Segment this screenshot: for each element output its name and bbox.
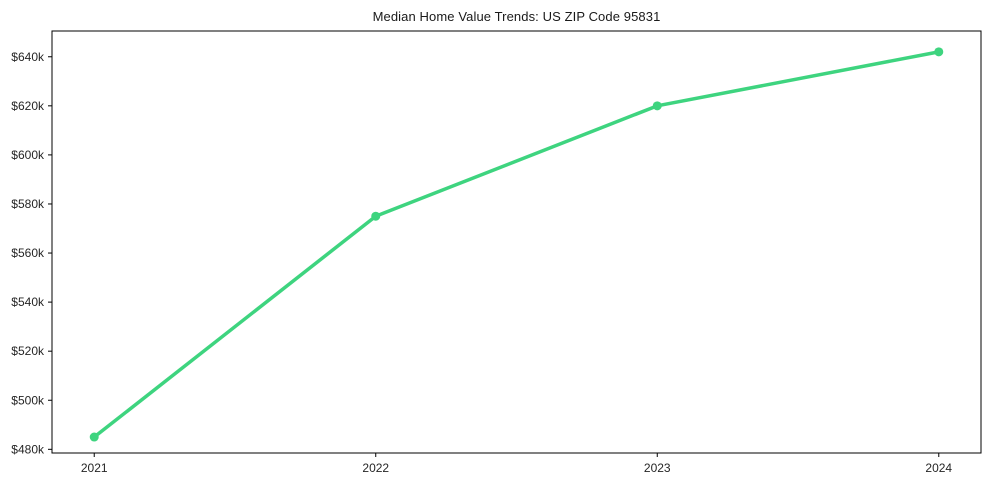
x-tick-label: 2021 [81, 461, 108, 475]
x-tick-label: 2022 [362, 461, 389, 475]
y-tick-label: $560k [11, 246, 45, 260]
y-tick-label: $580k [11, 197, 45, 211]
y-tick-label: $620k [11, 99, 45, 113]
y-tick-label: $540k [11, 295, 45, 309]
data-point-2024 [934, 47, 944, 57]
y-tick-label: $640k [11, 50, 45, 64]
y-tick-label: $500k [11, 393, 45, 407]
y-tick-label: $600k [11, 148, 45, 162]
plot-area-border [51, 30, 982, 454]
x-tick-label: 2023 [644, 461, 671, 475]
data-point-2022 [371, 211, 381, 221]
y-tick-label: $520k [11, 344, 45, 358]
trend-line [92, 50, 941, 439]
y-tick-label: $480k [11, 442, 45, 456]
x-tick-label: 2024 [925, 461, 952, 475]
chart-title: Median Home Value Trends: US ZIP Code 95… [372, 9, 661, 24]
data-point-2023 [652, 101, 662, 111]
data-point-2021 [89, 432, 99, 442]
